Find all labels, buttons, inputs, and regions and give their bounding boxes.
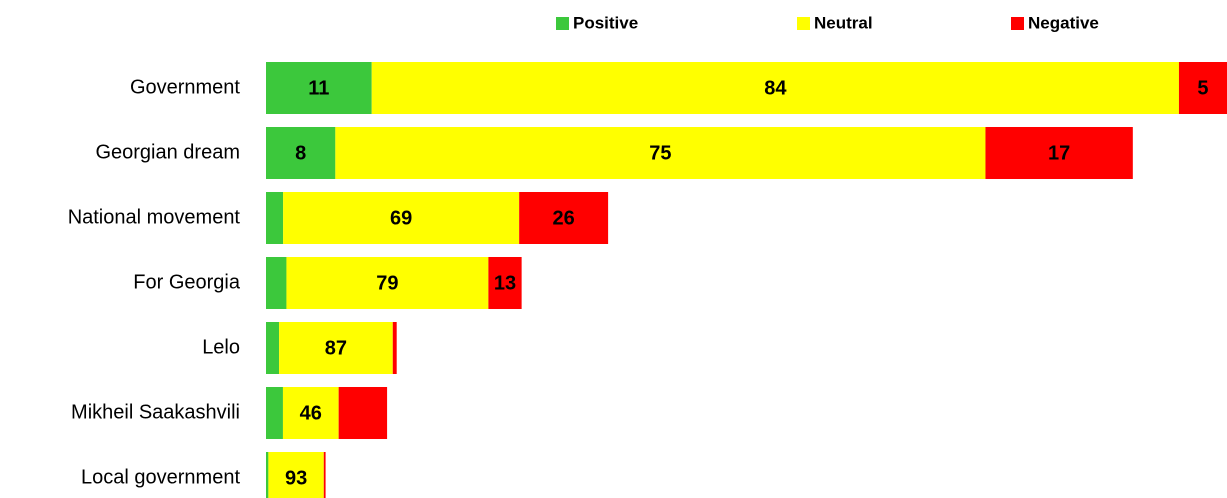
bar-segment bbox=[985, 127, 1133, 179]
bar-segment bbox=[266, 387, 283, 439]
legend-swatch bbox=[797, 17, 810, 30]
bar-segment bbox=[519, 192, 609, 244]
data-label: 17 bbox=[1048, 142, 1070, 164]
bar-segment bbox=[266, 192, 284, 244]
category-label: Mikheil Saakashvili bbox=[71, 401, 240, 423]
bar-segment bbox=[371, 62, 1179, 114]
bar-segment bbox=[266, 452, 269, 498]
data-label: 84 bbox=[764, 77, 787, 99]
data-label: 46 bbox=[300, 402, 322, 424]
legend-swatch bbox=[556, 17, 569, 30]
bar-segment bbox=[266, 62, 372, 114]
bar-segment bbox=[282, 387, 339, 439]
bar-segment bbox=[286, 257, 489, 309]
legend-swatch bbox=[1011, 17, 1024, 30]
bar-segment bbox=[335, 127, 986, 179]
legend-label: Negative bbox=[1028, 13, 1099, 32]
data-label: 13 bbox=[494, 272, 516, 294]
category-label: National movement bbox=[68, 206, 241, 228]
category-label: For Georgia bbox=[133, 271, 241, 293]
data-label: 87 bbox=[325, 337, 347, 359]
category-label: Local government bbox=[81, 466, 240, 488]
bar-segment bbox=[266, 127, 336, 179]
legend-label: Neutral bbox=[814, 13, 873, 32]
data-label: 69 bbox=[390, 207, 412, 229]
bar-segment bbox=[279, 322, 393, 374]
data-label: 93 bbox=[285, 467, 307, 489]
category-label: Government bbox=[130, 76, 240, 98]
bar-segment bbox=[338, 387, 388, 439]
category-label: Lelo bbox=[202, 336, 240, 358]
bar-segment bbox=[266, 257, 287, 309]
bar-segment bbox=[268, 452, 324, 498]
bar-segment bbox=[283, 192, 520, 244]
category-label: Georgian dream bbox=[95, 141, 240, 163]
legend-label: Positive bbox=[573, 13, 638, 32]
bar-segment bbox=[488, 257, 522, 309]
data-label: 75 bbox=[649, 142, 671, 164]
bar-segment bbox=[1178, 62, 1227, 114]
data-label: 26 bbox=[553, 207, 575, 229]
bar-segment bbox=[323, 452, 326, 498]
data-label: 79 bbox=[376, 272, 398, 294]
bar-segment bbox=[266, 322, 280, 374]
bar-segment bbox=[392, 322, 397, 374]
data-label: 11 bbox=[308, 77, 329, 99]
data-label: 8 bbox=[295, 142, 306, 164]
data-label: 5 bbox=[1197, 77, 1208, 99]
